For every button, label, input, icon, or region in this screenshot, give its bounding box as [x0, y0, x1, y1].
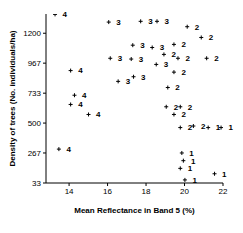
svg-text:14: 14 [65, 187, 74, 196]
svg-text:3: 3 [126, 77, 131, 86]
svg-text:3: 3 [139, 55, 144, 64]
svg-text:1: 1 [189, 148, 194, 158]
svg-text:1: 1 [229, 123, 234, 132]
svg-text:2: 2 [174, 103, 179, 112]
svg-text:3: 3 [148, 17, 153, 26]
svg-text:18: 18 [142, 187, 151, 196]
svg-text:1200: 1200 [23, 29, 41, 38]
svg-text:4: 4 [96, 110, 101, 119]
svg-text:2: 2 [188, 103, 193, 112]
svg-text:3: 3 [116, 18, 121, 27]
svg-text:2: 2 [171, 50, 176, 59]
svg-text:2: 2 [195, 23, 200, 32]
svg-text:4: 4 [66, 145, 71, 154]
svg-text:Density of trees (No. individu: Density of trees (No. individuals/ha) [8, 30, 17, 166]
svg-text:4: 4 [78, 66, 83, 75]
svg-text:733: 733 [28, 89, 42, 98]
svg-text:16: 16 [103, 187, 112, 196]
svg-text:4: 4 [82, 91, 87, 100]
svg-text:3: 3 [118, 54, 123, 63]
svg-text:967: 967 [28, 59, 42, 68]
svg-text:3: 3 [141, 73, 146, 82]
svg-text:1: 1 [188, 164, 193, 173]
svg-text:2: 2 [188, 123, 193, 132]
svg-text:2: 2 [214, 54, 219, 63]
svg-text:267: 267 [28, 149, 42, 158]
svg-text:2: 2 [181, 110, 186, 119]
svg-text:20: 20 [180, 187, 189, 196]
svg-text:2: 2 [185, 54, 190, 63]
svg-text:2: 2 [181, 40, 186, 49]
svg-text:3: 3 [165, 17, 170, 26]
svg-text:2: 2 [201, 122, 206, 131]
svg-text:2: 2 [181, 68, 186, 77]
svg-text:1: 1 [222, 170, 227, 179]
svg-text:3: 3 [140, 41, 145, 50]
svg-text:4: 4 [63, 10, 68, 19]
svg-text:2: 2 [209, 33, 214, 42]
svg-text:1: 1 [216, 123, 221, 132]
svg-text:22: 22 [219, 187, 228, 196]
svg-text:3: 3 [160, 43, 165, 52]
svg-text:33: 33 [32, 179, 41, 188]
svg-text:500: 500 [28, 119, 42, 128]
svg-text:Mean Reflectance in Band 5 (%): Mean Reflectance in Band 5 (%) [74, 206, 195, 215]
svg-text:4: 4 [78, 100, 83, 109]
svg-text:3: 3 [164, 60, 169, 69]
svg-text:1: 1 [190, 156, 196, 166]
svg-text:2: 2 [175, 83, 180, 92]
svg-text:1: 1 [192, 176, 197, 185]
